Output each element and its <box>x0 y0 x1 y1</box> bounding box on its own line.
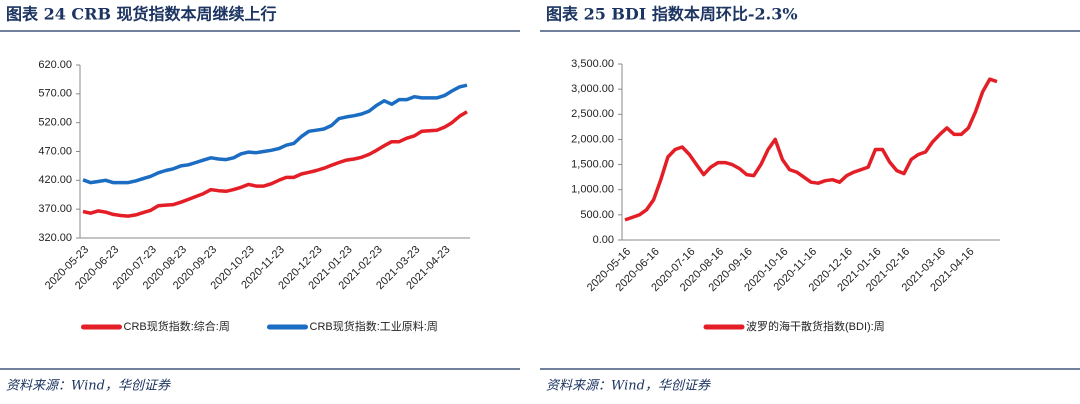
y-tick-label: 470.00 <box>38 145 72 157</box>
series-line <box>624 77 998 222</box>
y-tick-label: 520.00 <box>38 117 72 129</box>
series-line <box>82 110 468 218</box>
y-tick-label: 1,000.00 <box>571 184 614 196</box>
source-note: 资料来源：Wind，华创证券 <box>546 379 711 394</box>
y-tick-label: 2,500.00 <box>571 108 614 120</box>
y-tick-label: 3,000.00 <box>571 83 614 95</box>
y-tick-label: 2,000.00 <box>571 133 614 145</box>
y-tick-label: 500.00 <box>580 209 614 221</box>
y-tick-label: 370.00 <box>38 203 72 215</box>
y-tick-label: 620.00 <box>38 59 72 71</box>
chart-title: 图表 25 BDI 指数本周环比-2.3% <box>546 5 798 24</box>
y-tick-label: 0.00 <box>593 234 614 246</box>
chart-title: 图表 24 CRB 现货指数本周继续上行 <box>6 5 277 24</box>
legend-label: CRB现货指数:综合:周 <box>124 319 230 333</box>
legend-label: CRB现货指数:工业原料:周 <box>310 319 438 333</box>
source-note: 资料来源：Wind，华创证券 <box>6 379 171 394</box>
legend-label: 波罗的海干散货指数(BDI):周 <box>746 319 885 333</box>
y-tick-label: 420.00 <box>38 174 72 186</box>
y-tick-label: 3,500.00 <box>571 58 614 70</box>
y-tick-label: 320.00 <box>38 232 72 244</box>
y-tick-label: 1,500.00 <box>571 158 614 170</box>
y-tick-label: 570.00 <box>38 88 72 100</box>
series-line <box>82 83 468 185</box>
